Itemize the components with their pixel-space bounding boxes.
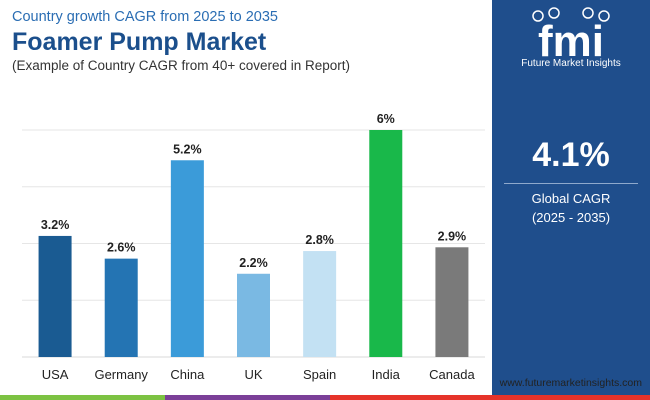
global-cagr-period: (2025 - 2035)	[531, 210, 611, 225]
bar-canada	[435, 247, 469, 357]
bar-uk	[237, 273, 270, 357]
sidebar-panel: fmi Future Market Insights 4.1% Global C…	[492, 0, 650, 400]
bar-spain	[303, 251, 337, 357]
cagr-divider	[504, 183, 638, 184]
bar-usa	[38, 235, 72, 357]
data-label: 5.2%	[173, 142, 202, 156]
svg-text:fmi: fmi	[538, 17, 604, 66]
x-tick-label: UK	[244, 367, 262, 382]
footer-bar-segment	[165, 395, 330, 400]
bar-china	[170, 160, 204, 357]
x-tick-label: Spain	[303, 367, 336, 382]
x-tick-label: Canada	[429, 367, 475, 382]
bar-chart: 3.2% USA 2.6% Germany 5.2% China 2.2% UK 2.8% Spa…	[22, 112, 485, 382]
x-tick-label: Germany	[94, 367, 148, 382]
data-label: 2.8%	[305, 233, 334, 247]
x-tick-label: USA	[42, 367, 69, 382]
global-cagr-title: Global CAGR	[531, 191, 611, 206]
data-label: 2.9%	[438, 229, 467, 243]
source-url: www.futuremarketinsights.com	[499, 377, 642, 389]
global-cagr-value: 4.1%	[532, 136, 610, 174]
data-label: 6%	[377, 112, 395, 126]
chart-header: Country growth CAGR from 2025 to 2035 Fo…	[12, 8, 350, 74]
data-label: 2.6%	[107, 241, 136, 255]
chart-note: (Example of Country CAGR from 40+ covere…	[12, 58, 351, 73]
x-tick-label: China	[170, 367, 205, 382]
chart-title: Foamer Pump Market	[12, 28, 267, 56]
footer-bar-segment	[330, 395, 650, 400]
footer-bar-segment	[0, 395, 165, 400]
x-tick-label: India	[372, 367, 401, 382]
bar-germany	[104, 258, 138, 357]
data-label: 3.2%	[41, 218, 70, 232]
chart-subtitle: Country growth CAGR from 2025 to 2035	[12, 9, 278, 25]
global-cagr-label: Global CAGR (2025 - 2035)	[492, 189, 650, 227]
fmi-logo-icon: fmi	[532, 7, 610, 66]
logo-caption: Future Market Insights	[521, 58, 621, 69]
bar-india	[369, 130, 403, 357]
data-label: 2.2%	[239, 256, 268, 270]
